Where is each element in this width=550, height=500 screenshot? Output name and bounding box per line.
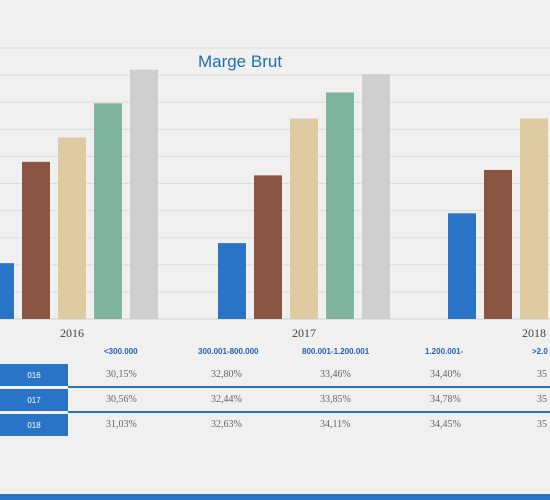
table-cell: 35 [537,394,547,405]
table-cell: 32,44% [211,394,242,405]
x-tick-label: 2017 [292,326,316,340]
table-cell: 31,03% [106,419,137,430]
table-header-5: >2.0 [532,347,548,356]
bar-2017-4 [326,92,354,319]
table-row-label: 018 [0,414,68,436]
bar-2016-1 [0,263,14,319]
x-tick-label: 2018 [522,326,546,340]
table-cell: 30,15% [106,369,137,380]
bar-2018-2 [484,169,512,319]
bar-2016-2 [22,161,50,319]
chart-title: Marge Brut [197,52,283,71]
table-cell: 32,63% [211,419,242,430]
table-header-4: 1.200.001- [425,347,464,356]
table-cell: 34,11% [320,419,351,430]
table-cell: 33,85% [320,394,351,405]
bar-2017-3 [290,118,318,320]
table-cell: 32,80% [211,369,242,380]
table-row-divider [68,386,550,388]
bar-2016-5 [130,69,158,320]
bar-2018-1 [448,213,476,319]
table-header-2: 300.001-800.000 [198,347,259,356]
bar-2018-3 [520,118,548,320]
table-row-label: 017 [0,389,68,411]
bar-2017-2 [254,175,282,319]
bar-2016-3 [58,137,86,319]
table-cell: 34,40% [430,369,461,380]
table-cell: 34,78% [430,394,461,405]
table-cell: 34,45% [430,419,461,430]
table-cell: 33,46% [320,369,351,380]
table-row-divider [68,411,550,413]
bar-2017-1 [218,243,246,319]
table-cell: 35 [537,419,547,430]
table-header-3: 800.001-1.200.001 [302,347,370,356]
bar-2017-5 [362,74,390,320]
bar-2016-4 [94,103,122,319]
table-cell: 30,56% [106,394,137,405]
x-tick-label: 2016 [60,326,84,340]
table-header-1: <300.000 [104,347,138,356]
footer-accent-bar [0,494,550,500]
table-row-label: 016 [0,364,68,386]
table-cell: 35 [537,369,547,380]
